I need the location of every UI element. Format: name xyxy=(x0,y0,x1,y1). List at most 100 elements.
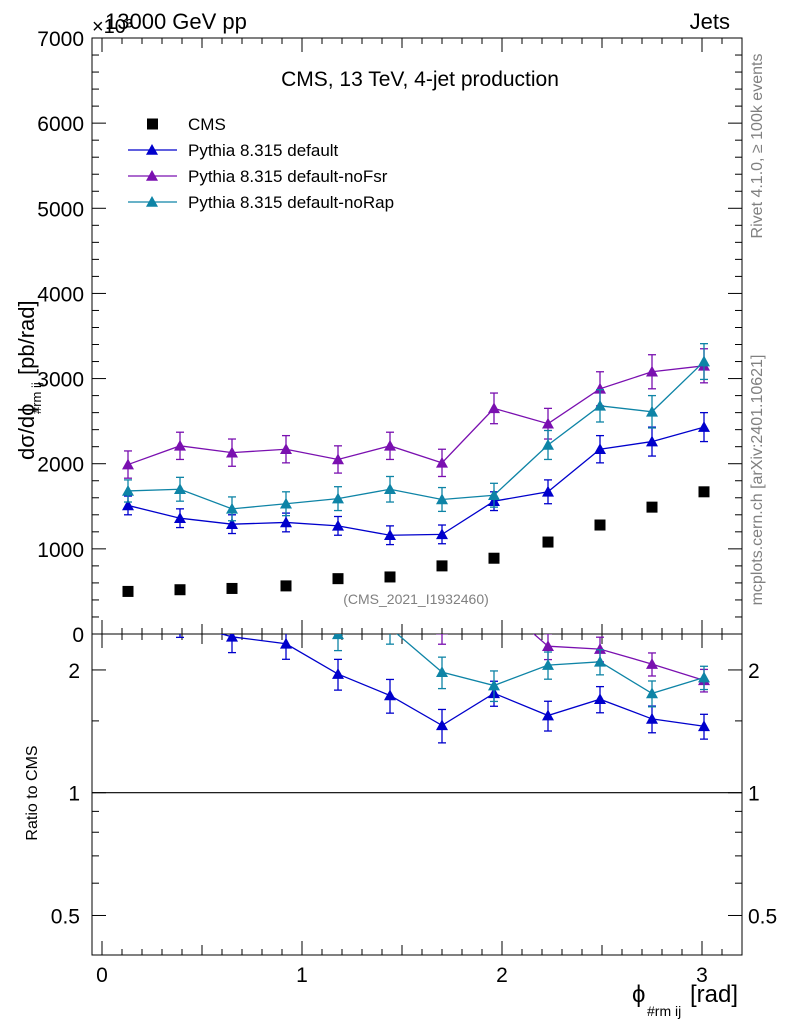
series-1-point xyxy=(122,499,134,511)
legend-label-1: Pythia 8.315 default xyxy=(188,141,339,160)
series-3-point xyxy=(332,492,344,504)
series-1-point xyxy=(384,529,396,541)
series-3-point xyxy=(280,497,292,509)
chart-title: CMS, 13 TeV, 4-jet production xyxy=(281,68,559,91)
y-tick-label: 3000 xyxy=(37,369,84,392)
series-0-point xyxy=(698,486,710,498)
series-2-point xyxy=(174,439,186,451)
series-2-ratio-point xyxy=(488,593,500,604)
series-1-point xyxy=(698,421,710,432)
series-3-ratio-point xyxy=(646,687,658,699)
series-2-ratio-point xyxy=(122,542,134,553)
series-2-point xyxy=(646,365,658,377)
series-3-line xyxy=(127,361,705,510)
y-axis-label: dσ/dϕ #rm ij [pb/rad] xyxy=(14,300,44,460)
ratio-y-axis-label: Ratio to CMS xyxy=(24,745,41,840)
series-1-ratio-point xyxy=(384,689,396,701)
series-2-ratio-point xyxy=(226,542,238,553)
series-3-point xyxy=(436,493,448,505)
legend-label-3: Pythia 8.315 default-noRap xyxy=(188,193,394,212)
series-2-point xyxy=(542,417,554,429)
y-tick-label: 2000 xyxy=(37,454,84,477)
y-axis-label-subscript: #rm ij xyxy=(29,382,44,414)
y-axis-label-main: dσ/dϕ xyxy=(14,404,39,460)
series-3-ratio-point xyxy=(488,679,500,691)
series-3-ratio-point xyxy=(436,666,448,677)
series-2-point xyxy=(488,402,500,414)
y-tick-label: 0 xyxy=(72,624,84,647)
series-0-point xyxy=(384,571,396,583)
legend-label-0: CMS xyxy=(188,115,226,134)
series-2-ratio-point xyxy=(646,658,658,669)
ratio-y-tick-label-right: 2 xyxy=(748,660,760,683)
series-2-point xyxy=(280,443,292,455)
header-observable-label: Jets xyxy=(690,9,730,34)
series-3-point xyxy=(594,399,606,411)
series-3-point xyxy=(122,484,134,496)
series-3-ratio-point xyxy=(542,659,554,670)
series-2-ratio-point xyxy=(332,583,344,594)
series-1-point xyxy=(226,518,238,529)
ratio-y-tick-label-right: 1 xyxy=(748,783,760,806)
x-axis-label: ϕ #rm ij [rad] xyxy=(632,981,738,1019)
series-3-point xyxy=(174,483,186,495)
series-1-ratio-line xyxy=(219,634,705,727)
series-2-ratio-point xyxy=(436,634,448,635)
series-1-ratio-point xyxy=(280,637,292,649)
series-3-point xyxy=(226,502,238,514)
legend-marker-cms xyxy=(147,118,158,130)
ratio-axis-ticks: 0.5 0.5 1 1 2 2 xyxy=(51,660,777,929)
header-process-label: 13000 GeV pp xyxy=(105,9,247,34)
series-0-point xyxy=(332,573,344,585)
mcplots-label: mcplots.cern.ch [arXiv:2401.10621] xyxy=(749,355,766,606)
y-tick-label: 4000 xyxy=(37,283,84,306)
series-3-ratio-point xyxy=(332,634,344,640)
series-2-point xyxy=(436,456,448,468)
series-1-point xyxy=(280,516,292,528)
y-tick-label: 6000 xyxy=(37,113,84,136)
series-3-point xyxy=(698,355,710,367)
series-1-ratio-point xyxy=(646,712,658,724)
series-1-line xyxy=(127,426,705,536)
x-tick-label: 3 xyxy=(696,964,708,987)
series-1-point xyxy=(594,443,606,455)
ratio-y-tick-label-right: 0.5 xyxy=(748,905,777,928)
series-1-point xyxy=(174,512,186,524)
legend-marker-2 xyxy=(146,170,158,181)
series-1-ratio-point xyxy=(226,634,238,642)
ratio-y-tick-label-left: 0.5 xyxy=(51,905,80,928)
series-0-point xyxy=(280,580,292,592)
legend-marker-1 xyxy=(146,144,158,155)
x-axis-label-unit: [rad] xyxy=(690,981,738,1008)
series-2-point xyxy=(332,453,344,465)
analysis-watermark: (CMS_2021_I1932460) xyxy=(343,591,489,607)
x-axis-label-subscript: #rm ij xyxy=(647,1003,681,1019)
series-3-point xyxy=(384,483,396,495)
legend-marker-3 xyxy=(146,196,158,207)
ratio-plot-frame xyxy=(91,633,743,956)
main-axis-ticks: 0 1000 2000 3000 4000 5000 6000 7000 0 1 2 3 xyxy=(37,28,742,987)
legend: CMS Pythia 8.315 default Pythia 8.315 defa… xyxy=(128,115,394,212)
x-tick-label: 2 xyxy=(496,964,508,987)
series-2-ratio-line xyxy=(532,634,705,681)
series-0-point xyxy=(488,552,500,564)
series-2-ratio-point xyxy=(280,548,292,559)
series-1-ratio-point xyxy=(436,719,448,731)
series-2-ratio-point xyxy=(594,643,606,654)
series-2-ratio-point xyxy=(542,640,554,651)
x-axis-label-main: ϕ xyxy=(632,981,645,1008)
series-1-ratio-point xyxy=(698,720,710,732)
series-3-ratio-point xyxy=(280,610,292,621)
ratio-y-tick-label-left: 2 xyxy=(68,660,80,683)
series-2-point xyxy=(122,458,134,470)
series-3-ratio-point xyxy=(122,572,134,583)
series-1-ratio-point xyxy=(332,668,344,679)
series-3-ratio-point xyxy=(226,608,238,619)
series-0-point xyxy=(542,536,554,548)
series-3-point xyxy=(488,489,500,501)
series-0-point xyxy=(122,585,134,597)
series-1-ratio-point xyxy=(174,616,186,627)
series-1-point xyxy=(332,519,344,531)
rivet-label: Rivet 4.1.0, ≥ 100k events xyxy=(749,54,766,239)
